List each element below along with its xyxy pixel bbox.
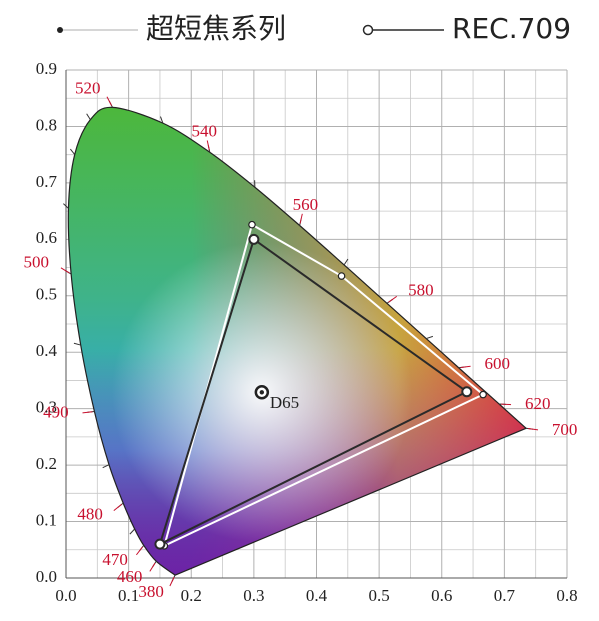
locus-tick [102, 464, 110, 469]
wavelength-label: 600 [484, 354, 510, 373]
wavelength-label: 380 [138, 582, 164, 601]
x-tick-label: 0.5 [369, 586, 390, 605]
point [248, 233, 260, 245]
y-tick-label: 0.1 [36, 510, 57, 529]
wavelength-label: 500 [24, 252, 50, 271]
label-leader [149, 562, 156, 572]
wavelength-label: 560 [293, 195, 319, 214]
point [479, 390, 487, 399]
locus-tick [159, 116, 164, 124]
wavelength-label: 460 [117, 567, 143, 586]
wavelength-label: 700 [552, 420, 578, 439]
white-point-dot [259, 390, 265, 395]
label-leader [106, 96, 113, 106]
wavelength-label: 620 [525, 394, 551, 413]
point [248, 220, 256, 229]
label-leader [113, 503, 122, 511]
legend-label: REC.709 [452, 12, 571, 45]
y-tick-label: 0.8 [36, 115, 57, 134]
wavelength-label: 470 [102, 550, 128, 569]
locus-tick [426, 335, 434, 340]
x-tick-label: 0.3 [243, 586, 264, 605]
label-leader [135, 546, 143, 556]
wavelength-label: 540 [192, 122, 218, 141]
label-leader [460, 365, 471, 368]
x-tick-label: 0.4 [306, 586, 328, 605]
wavelength-label: 580 [408, 281, 434, 300]
label-leader [206, 140, 210, 151]
legend-marker [57, 27, 63, 33]
x-tick-label: 0.1 [118, 586, 139, 605]
label-leader [82, 411, 93, 414]
spectral-locus [67, 106, 528, 576]
y-tick-label: 0.4 [36, 341, 58, 360]
locus-tick [69, 148, 76, 155]
wavelength-label: 520 [75, 79, 101, 98]
legend-label: 超短焦系列 [146, 12, 286, 45]
x-tick-label: 0.2 [181, 586, 202, 605]
label-leader [528, 428, 539, 431]
y-tick-label: 0.6 [36, 228, 57, 247]
locus-tick [129, 528, 136, 535]
y-tick-label: 0.2 [36, 454, 57, 473]
x-tick-label: 0.7 [494, 586, 516, 605]
locus-tick [63, 203, 69, 209]
locus-tick [343, 258, 349, 266]
label-leader [299, 213, 303, 224]
y-tick-label: 0.0 [36, 567, 57, 586]
locus-tick [86, 113, 91, 120]
gamut-triangle [158, 237, 469, 547]
label-leader [388, 295, 398, 303]
label-leader [60, 267, 70, 274]
y-tick-label: 0.7 [36, 172, 58, 191]
x-tick-label: 0.8 [556, 586, 577, 605]
label-leader [169, 576, 175, 587]
y-tick-label: 0.9 [36, 59, 57, 78]
x-tick-label: 0.0 [55, 586, 76, 605]
wavelength-label: 490 [43, 403, 69, 422]
x-tick-label: 0.6 [431, 586, 452, 605]
white-point-label: D65 [270, 393, 299, 412]
legend-marker [362, 24, 374, 36]
point [337, 272, 346, 280]
y-tick-label: 0.5 [36, 285, 57, 304]
point [461, 386, 473, 398]
wavelength-label: 480 [77, 504, 103, 523]
locus-tick [73, 342, 81, 346]
y-tick-label: 0.3 [36, 398, 57, 417]
point [154, 538, 166, 550]
